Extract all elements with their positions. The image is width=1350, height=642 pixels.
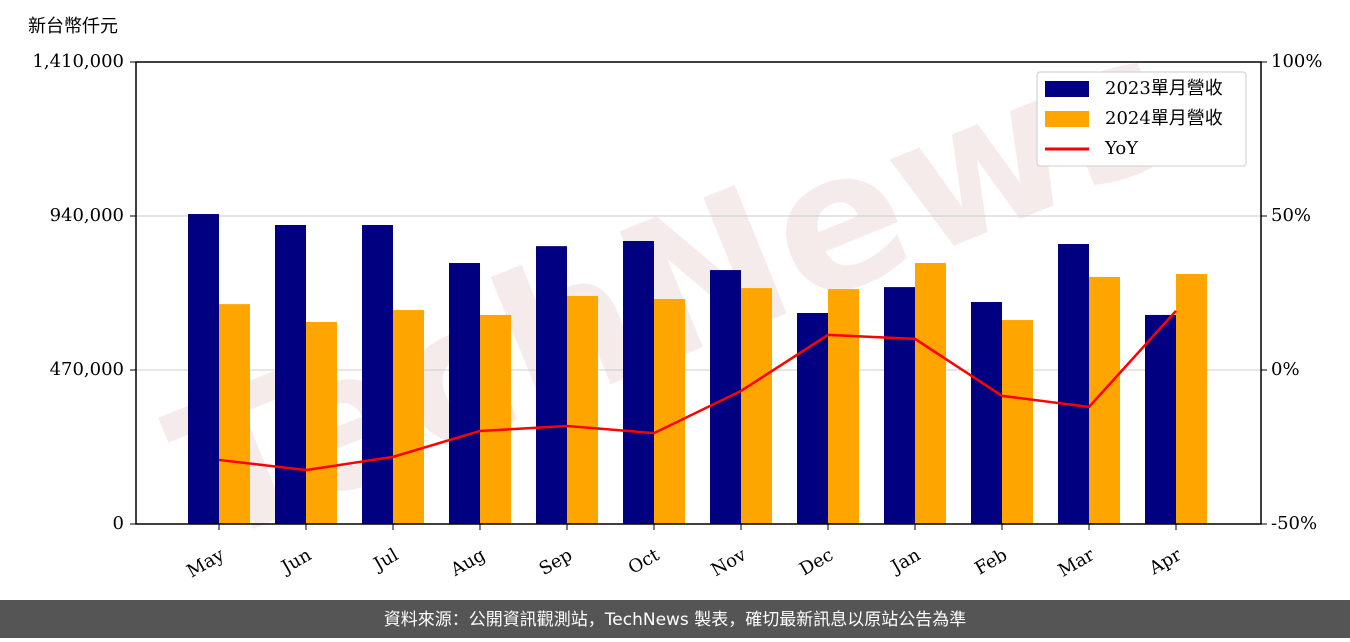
x-tick-label: Jan xyxy=(886,544,924,578)
legend-label: YoY xyxy=(1104,138,1139,159)
x-tick-label: Feb xyxy=(971,544,1011,579)
bar xyxy=(306,321,337,524)
bar xyxy=(1145,314,1176,524)
y-tick-label: 0 xyxy=(113,513,124,534)
bar xyxy=(1058,244,1089,524)
bar xyxy=(741,288,772,524)
footer-bar xyxy=(0,600,1350,638)
y2-tick-label: 50% xyxy=(1271,205,1311,226)
x-tick-label: Dec xyxy=(796,544,837,580)
plot-frame xyxy=(135,61,1262,525)
bar xyxy=(362,225,393,525)
bar xyxy=(393,310,424,524)
legend-swatch xyxy=(1045,81,1089,97)
bar xyxy=(1002,320,1033,524)
bar xyxy=(275,225,306,525)
bar xyxy=(480,314,511,524)
x-tick-label: Nov xyxy=(708,544,751,581)
y-tick-label: 470,000 xyxy=(50,359,124,380)
bar xyxy=(1176,273,1207,524)
x-tick-label: Oct xyxy=(625,544,664,579)
bar xyxy=(884,287,915,524)
legend-label: 2024單月營收 xyxy=(1105,108,1223,129)
bar xyxy=(915,263,946,524)
x-tick-label: Jul xyxy=(368,544,402,576)
legend-label: 2023單月營收 xyxy=(1105,78,1223,99)
bar xyxy=(971,302,1002,524)
legend-swatch xyxy=(1045,111,1089,127)
x-tick-label: Mar xyxy=(1055,544,1099,581)
bar xyxy=(797,312,828,524)
x-tick-label: Aug xyxy=(446,544,489,581)
bar xyxy=(654,298,685,524)
footer: 資料來源：公開資訊觀測站，TechNews 製表，確切最新訊息以原站公告為準 xyxy=(384,610,966,630)
bar xyxy=(536,246,567,524)
y2-tick-label: 0% xyxy=(1271,359,1300,380)
y-tick-label: 940,000 xyxy=(50,205,124,226)
bar xyxy=(449,263,480,524)
y2-tick-label: -50% xyxy=(1271,513,1317,534)
x-tick-label: Apr xyxy=(1145,544,1185,579)
legend-box xyxy=(1036,71,1247,167)
bar xyxy=(219,304,250,524)
y-axis-label: 新台幣仟元 xyxy=(28,16,118,37)
bar xyxy=(188,214,219,524)
bar xyxy=(623,241,654,524)
bar xyxy=(710,270,741,524)
y-tick-label: 1,410,000 xyxy=(32,51,124,72)
x-tick-label: Sep xyxy=(536,544,576,579)
bar xyxy=(567,295,598,524)
line xyxy=(218,310,1177,472)
y2-tick-label: 100% xyxy=(1271,51,1322,72)
bar xyxy=(828,289,859,524)
